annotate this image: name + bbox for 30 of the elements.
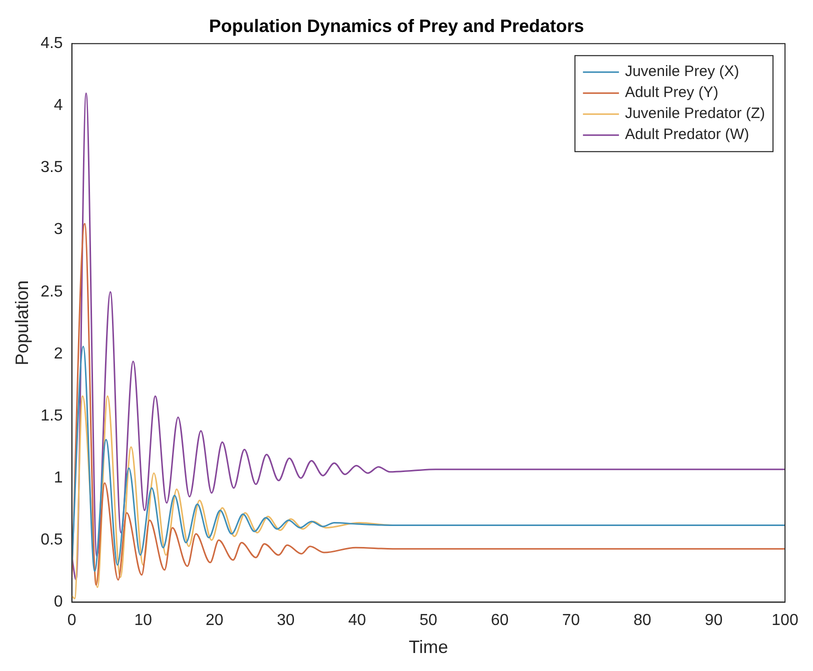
chart-title: Population Dynamics of Prey and Predators [208,16,584,36]
x-tick-label: 20 [206,612,224,630]
y-tick-label: 0 [54,594,63,611]
y-tick-label: 4.5 [40,35,63,52]
x-tick-label: 100 [772,612,798,630]
y-tick-label: 2.5 [40,283,63,300]
legend-label: Adult Prey (Y) [624,84,718,102]
x-tick-label: 80 [633,612,652,630]
y-tick-label: 4 [54,97,63,114]
y-tick-label: 2 [54,345,63,362]
legend-label: Juvenile Predator (Z) [624,105,766,122]
y-tick-label: 3.5 [40,159,63,176]
y-tick-label: 1 [54,469,63,486]
line-series [72,222,785,586]
x-tick-label: 50 [420,612,438,630]
y-tick-label: 3 [54,221,63,238]
y-tick-label: 1.5 [40,407,63,424]
legend-label: Adult Predator (W) [624,126,750,144]
x-axis-title: Time [408,637,448,658]
x-tick-label: 0 [67,612,76,630]
x-tick-label: 30 [276,612,295,630]
line-series [72,346,785,572]
x-tick-label: 60 [490,612,509,630]
y-axis-title: Population [12,280,32,366]
x-tick-label: 90 [704,612,723,630]
y-tick-label: 0.5 [40,532,63,549]
x-tick-label: 10 [134,612,152,630]
x-tick-label: 70 [562,612,580,630]
x-tick-label: 40 [348,612,366,630]
legend-label: Juvenile Prey (X) [624,63,740,80]
